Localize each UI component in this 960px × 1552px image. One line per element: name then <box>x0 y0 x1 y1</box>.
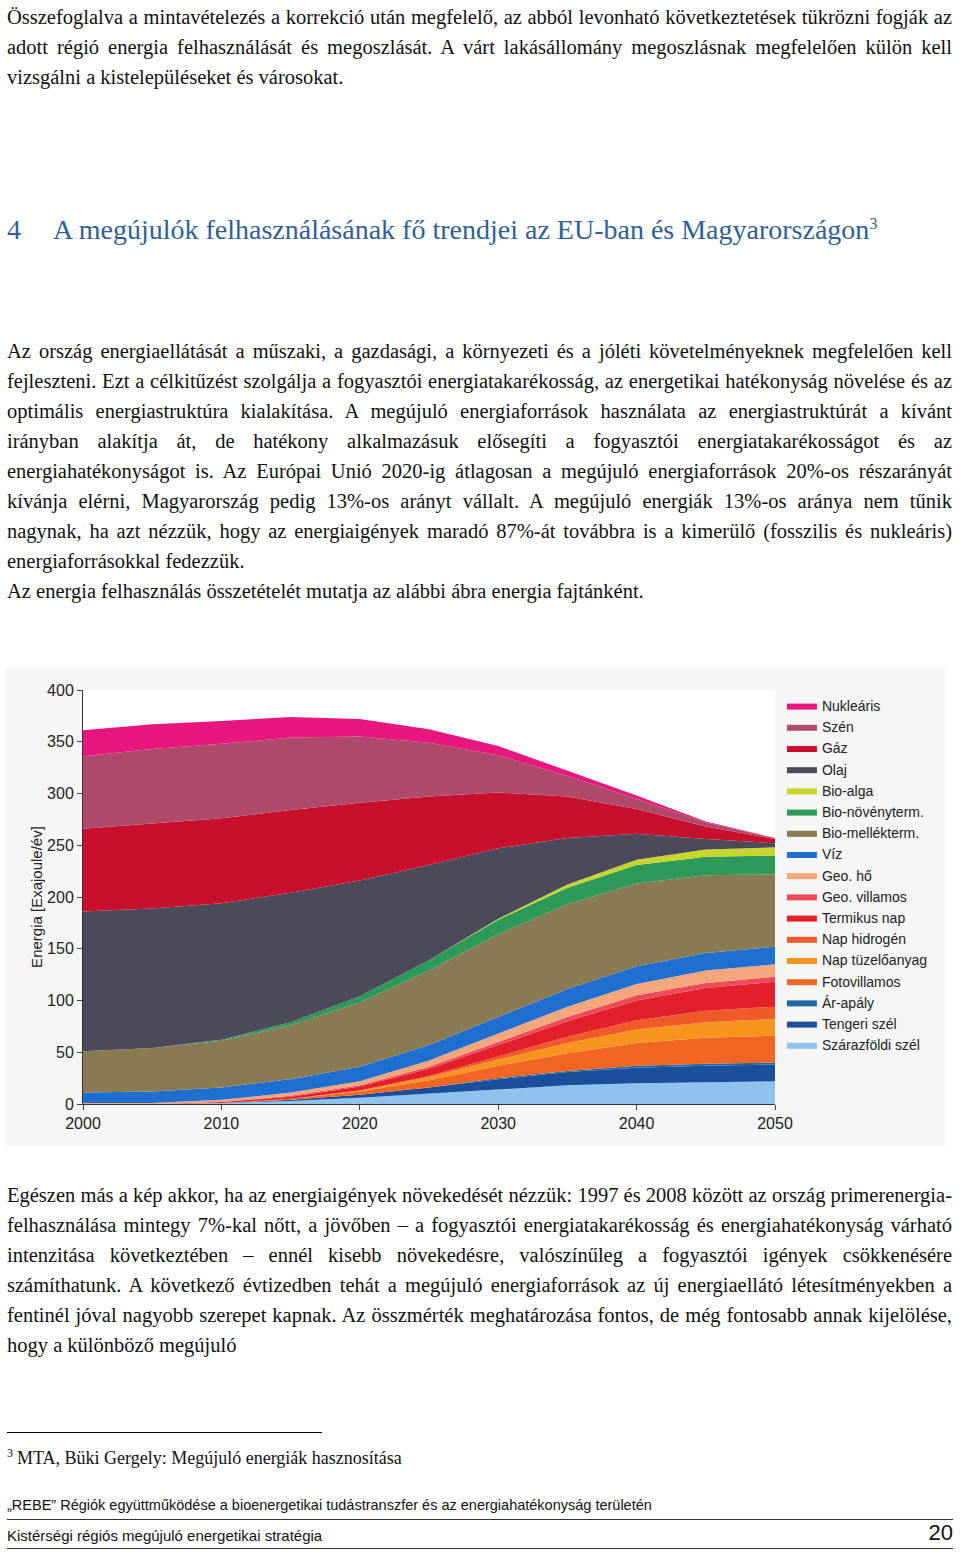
svg-text:250: 250 <box>47 837 74 854</box>
svg-text:Nap tüzelőanyag: Nap tüzelőanyag <box>822 952 927 968</box>
svg-text:Fotovillamos: Fotovillamos <box>822 974 901 990</box>
svg-text:Tengeri szél: Tengeri szél <box>822 1016 897 1032</box>
svg-text:300: 300 <box>47 785 74 802</box>
svg-text:Szén: Szén <box>822 719 854 735</box>
html-text:A megújulók felhasználásának f: A megújulók felhasználásának fő trendjei… <box>53 214 878 246</box>
svg-text:Termikus nap: Termikus nap <box>822 910 905 926</box>
svg-text:Nukleáris: Nukleáris <box>822 698 880 714</box>
svg-text:2040: 2040 <box>619 1115 655 1132</box>
svg-text:2000: 2000 <box>65 1115 101 1132</box>
svg-text:2030: 2030 <box>480 1115 516 1132</box>
svg-text:Gáz: Gáz <box>822 740 848 756</box>
svg-text:Nap hidrogén: Nap hidrogén <box>822 931 906 947</box>
html-text:Kistérségi régiós megújuló ene: Kistérségi régiós megújuló energetikai s… <box>7 1527 323 1544</box>
html-text:20: 20 <box>928 1520 953 1545</box>
svg-text:100: 100 <box>47 992 74 1009</box>
html-text:Az ország energiaellátását a m: Az ország energiaellátását a műszaki, a … <box>7 340 952 572</box>
svg-text:Geo. hő: Geo. hő <box>822 868 872 884</box>
svg-text:50: 50 <box>56 1044 74 1061</box>
svg-text:400: 400 <box>47 682 74 699</box>
svg-text:Ár-apály: Ár-apály <box>822 995 874 1011</box>
svg-text:Olaj: Olaj <box>822 762 847 778</box>
svg-text:Bio-mellékterm.: Bio-mellékterm. <box>822 825 919 841</box>
svg-text:150: 150 <box>47 940 74 957</box>
svg-text:Bio-növényterm.: Bio-növényterm. <box>822 804 924 820</box>
html-text:Egészen más a kép akkor, ha az: Egészen más a kép akkor, ha az energiaig… <box>7 1184 952 1356</box>
html-text:„REBE” Régiók együttműködése a: „REBE” Régiók együttműködése a bioenerge… <box>7 1497 652 1513</box>
svg-text:0: 0 <box>65 1096 74 1113</box>
html-text:Összefoglalva a mintavételezés: Összefoglalva a mintavételezés a korrekc… <box>7 6 952 88</box>
svg-text:350: 350 <box>47 733 74 750</box>
svg-text:Szárazföldi szél: Szárazföldi szél <box>822 1037 920 1053</box>
html-text:Az energia felhasználás összet: Az energia felhasználás összetételét mut… <box>7 580 644 602</box>
svg-text:2050: 2050 <box>757 1115 793 1132</box>
html-text:4: 4 <box>7 214 21 246</box>
svg-text:Bio-alga: Bio-alga <box>822 783 874 799</box>
svg-text:2010: 2010 <box>204 1115 240 1132</box>
html-text:3 MTA, Büki Gergely: Megújuló: 3 MTA, Büki Gergely: Megújuló energiák h… <box>7 1446 402 1468</box>
svg-text:200: 200 <box>47 889 74 906</box>
svg-text:Energia [Exajoule/év]: Energia [Exajoule/év] <box>28 826 45 968</box>
svg-text:Víz: Víz <box>822 846 842 862</box>
svg-text:Geo. villamos: Geo. villamos <box>822 889 907 905</box>
svg-text:2020: 2020 <box>342 1115 378 1132</box>
